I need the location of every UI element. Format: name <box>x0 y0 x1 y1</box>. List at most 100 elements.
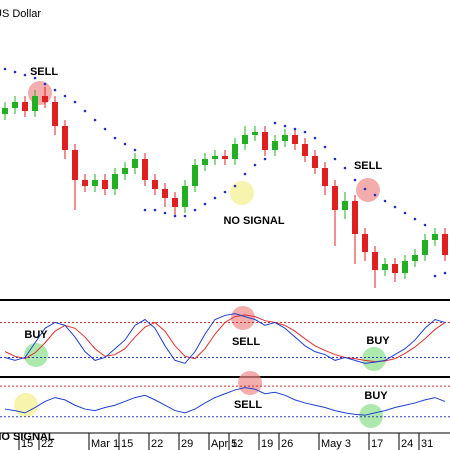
sar-dot <box>323 145 327 149</box>
candle-body <box>402 261 408 273</box>
candle-body <box>262 132 268 150</box>
candle-body <box>12 102 18 108</box>
stochastic-line <box>4 314 446 363</box>
candle-body <box>62 126 68 150</box>
sar-dot <box>263 157 267 161</box>
signal-circle <box>359 404 383 428</box>
sar-dot <box>333 157 337 161</box>
signal-circles <box>14 81 386 428</box>
sar-dot <box>123 142 127 146</box>
signal-circle <box>231 306 255 330</box>
candle-body <box>412 255 418 261</box>
annotation: SELL <box>30 66 58 78</box>
annotation: BUY <box>364 390 388 402</box>
candle-body <box>202 159 208 165</box>
x-tick-label: 31 <box>421 438 433 450</box>
candle-body <box>302 144 308 156</box>
candle-body <box>322 168 328 186</box>
candle-body <box>32 96 38 111</box>
candle-body <box>142 159 148 180</box>
x-tick-label: May 3 <box>321 438 351 450</box>
signal-circle <box>362 347 386 371</box>
candle-body <box>42 96 48 102</box>
rsi-line <box>4 387 446 416</box>
candle-body <box>162 189 168 198</box>
sar-dot <box>273 121 277 125</box>
candle-body <box>292 135 298 144</box>
sar-dot <box>33 76 37 80</box>
sar-dot <box>133 148 137 152</box>
sar-dot <box>23 73 27 77</box>
candle-body <box>82 180 88 186</box>
candle-body <box>92 180 98 186</box>
sar-dot <box>43 82 47 86</box>
signal-circle <box>230 181 254 205</box>
sar-dot <box>73 100 77 104</box>
sar-dot <box>63 94 67 98</box>
sar-dot <box>193 208 197 212</box>
sar-dot <box>203 202 207 206</box>
candle-body <box>182 186 188 207</box>
candle-body <box>362 234 368 252</box>
candle-body <box>22 102 28 111</box>
candle-body <box>112 174 118 189</box>
candle-body <box>192 165 198 186</box>
sar-dot <box>233 184 237 188</box>
sar-dot <box>3 67 7 71</box>
candle-body <box>312 156 318 168</box>
sar-dot <box>383 199 387 203</box>
sar-dot <box>183 214 187 218</box>
sar-dot <box>353 178 357 182</box>
sar-dot <box>83 109 87 113</box>
candle-body <box>242 135 248 144</box>
annotation: NO SIGNAL <box>223 215 284 227</box>
candle-body <box>392 264 398 273</box>
sar-dot <box>343 166 347 170</box>
sar-dot <box>13 70 17 74</box>
sar-dot <box>423 223 427 227</box>
x-tick-label: 17 <box>371 438 383 450</box>
signal-circle <box>238 371 262 395</box>
sar-dot <box>313 136 317 140</box>
sar-dot <box>433 274 437 278</box>
candle-body <box>132 159 138 168</box>
sar-dot <box>293 127 297 131</box>
x-tick-label: 26 <box>281 438 293 450</box>
candle-body <box>382 264 388 270</box>
signal-circle <box>356 178 380 202</box>
x-tick-label: 12 <box>231 438 243 450</box>
marks: 15 22 Mar 1 15 22 29 Apr 512 19 26 May 3 17 24 31 <box>0 67 450 450</box>
candle-body <box>72 150 78 180</box>
candle-body <box>272 141 278 150</box>
sar-dot <box>143 208 147 212</box>
annotation: NO SIGNAL <box>0 431 55 443</box>
annotation: BUY <box>366 335 390 347</box>
x-tick-label: 22 <box>41 438 53 450</box>
stochastic-line <box>4 313 446 364</box>
annotation: BUY <box>24 329 48 341</box>
sar-dot <box>363 187 367 191</box>
sar-dot <box>443 271 447 275</box>
x-tick-label: 19 <box>261 438 273 450</box>
sar-dot <box>53 88 57 92</box>
x-tick-label: 24 <box>401 438 413 450</box>
candle-body <box>352 201 358 234</box>
candle-body <box>212 156 218 159</box>
sar-dot <box>413 217 417 221</box>
x-tick-label: 15 <box>21 438 33 450</box>
sar-dot <box>153 208 157 212</box>
candle-body <box>152 180 158 189</box>
x-tick-label: 15 <box>121 438 133 450</box>
panels <box>0 299 450 434</box>
sar-dot <box>253 163 257 167</box>
x-tick-label: 22 <box>151 438 163 450</box>
sar-dot <box>243 172 247 176</box>
candle-body <box>422 240 428 255</box>
x-tick-label: Mar 1 <box>91 438 119 450</box>
candle-body <box>342 201 348 210</box>
sar-dot <box>213 196 217 200</box>
signal-circle <box>24 343 48 367</box>
candle-body <box>122 168 128 174</box>
x-tick-label: 29 <box>181 438 193 450</box>
